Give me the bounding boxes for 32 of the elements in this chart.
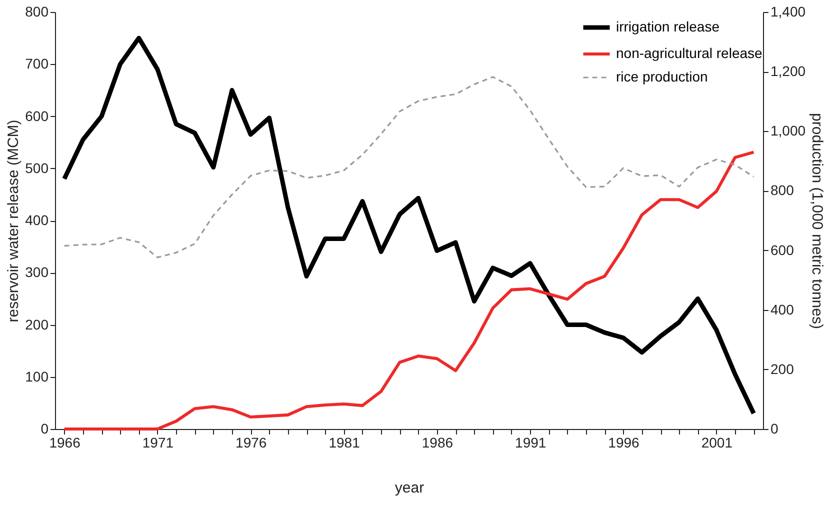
x-tick-label: 1976 xyxy=(236,434,267,450)
y-tick-label: 200 xyxy=(25,316,49,332)
y-axis-title: reservoir water release (MCM) xyxy=(5,120,22,322)
y2-axis-title: production (1,000 metric tonnes) xyxy=(808,113,826,329)
y-tick-label: 700 xyxy=(25,56,49,72)
x-tick-label: 1966 xyxy=(49,434,81,450)
legend-label: non-agricultural release xyxy=(616,45,763,61)
x-tick-label: 1986 xyxy=(422,434,454,450)
y-tick-label: 300 xyxy=(25,264,49,280)
y-tick-label: 600 xyxy=(25,108,49,124)
y-tick-label: 400 xyxy=(25,212,49,228)
y2-tick-label: 0 xyxy=(770,420,778,436)
y2-tick-label: 1,200 xyxy=(770,63,806,80)
y-tick-label: 0 xyxy=(40,420,49,436)
y2-tick-label: 800 xyxy=(770,182,794,198)
y-tick-label: 500 xyxy=(25,160,49,176)
y2-tick-label: 1,400 xyxy=(770,4,806,20)
x-tick-label: 1996 xyxy=(608,434,640,450)
x-tick-label: 1971 xyxy=(142,434,174,450)
y2-tick-label: 1,000 xyxy=(770,122,806,139)
y-tick-label: 100 xyxy=(25,368,49,384)
line-series xyxy=(62,150,756,431)
y2-tick-label: 600 xyxy=(770,242,794,258)
x-tick-label: 1991 xyxy=(515,434,546,450)
y2-tick-label: 400 xyxy=(770,301,794,318)
y-tick-label: 800 xyxy=(25,4,49,20)
x-axis-title: year xyxy=(394,480,424,496)
legend-label: rice production xyxy=(616,68,708,84)
x-tick-label: 2001 xyxy=(701,434,733,450)
x-tick-label: 1981 xyxy=(328,434,360,450)
legend-label: irrigation release xyxy=(616,18,720,34)
y2-tick-label: 200 xyxy=(770,360,794,377)
